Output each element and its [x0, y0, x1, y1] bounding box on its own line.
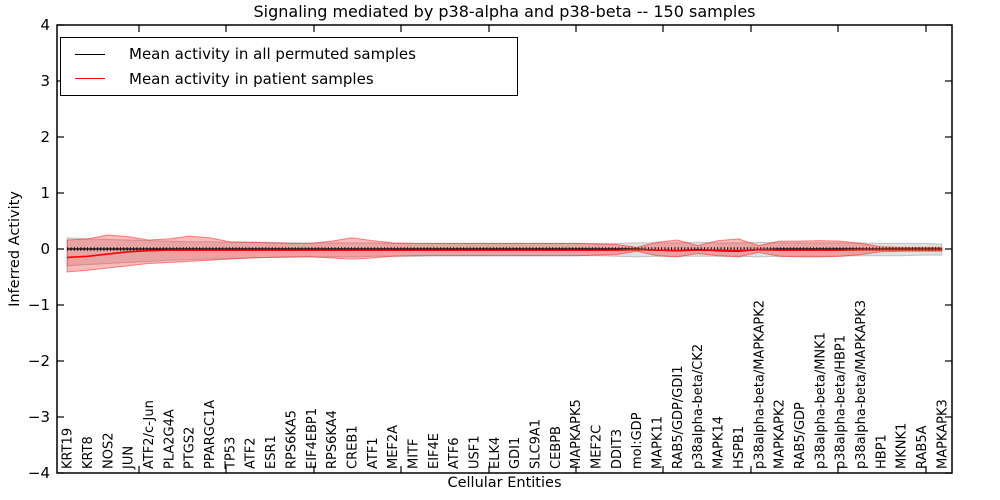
svg-text:ATF2: ATF2 — [244, 437, 259, 469]
svg-text:p38alpha-beta/CK2: p38alpha-beta/CK2 — [691, 344, 706, 469]
svg-text:JUN: JUN — [122, 446, 137, 470]
svg-text:RAB5/GDP/GDI1: RAB5/GDP/GDI1 — [671, 366, 686, 469]
svg-text:MAPKAPK3: MAPKAPK3 — [935, 399, 950, 469]
patient-line-sample — [75, 78, 105, 80]
svg-text:KRT8: KRT8 — [81, 436, 96, 469]
svg-text:−4: −4 — [28, 464, 50, 482]
svg-text:NOS2: NOS2 — [101, 433, 116, 469]
svg-text:3: 3 — [40, 72, 50, 90]
svg-text:p38alpha-beta/MNK1: p38alpha-beta/MNK1 — [813, 332, 828, 469]
svg-text:MEF2A: MEF2A — [386, 425, 401, 469]
svg-text:CEBPB: CEBPB — [549, 426, 564, 469]
svg-text:EIF4E: EIF4E — [427, 433, 442, 469]
svg-text:CREB1: CREB1 — [345, 425, 360, 469]
svg-text:EIF4EBP1: EIF4EBP1 — [305, 408, 320, 469]
chart-title: Signaling mediated by p38-alpha and p38-… — [253, 2, 756, 21]
svg-text:2: 2 — [40, 128, 50, 146]
svg-text:ESR1: ESR1 — [264, 435, 279, 469]
svg-text:TP53: TP53 — [223, 437, 238, 470]
svg-text:mol:GDP: mol:GDP — [630, 412, 645, 469]
svg-text:GDI1: GDI1 — [508, 437, 523, 469]
svg-text:p38alpha-beta/HBP1: p38alpha-beta/HBP1 — [834, 335, 849, 469]
legend-item-permuted: Mean activity in all permuted samples — [61, 42, 517, 67]
svg-text:ATF6: ATF6 — [447, 437, 462, 469]
svg-text:1: 1 — [40, 184, 50, 202]
svg-text:HBP1: HBP1 — [874, 434, 889, 469]
svg-text:MAPK11: MAPK11 — [651, 416, 666, 469]
svg-text:HSPB1: HSPB1 — [732, 426, 747, 469]
svg-text:MKNK1: MKNK1 — [895, 423, 910, 469]
svg-text:RAB5A: RAB5A — [915, 425, 930, 469]
x-axis-label: Cellular Entities — [447, 475, 562, 491]
svg-text:p38alpha-beta/MAPKAPK2: p38alpha-beta/MAPKAPK2 — [752, 300, 767, 469]
svg-text:ELK4: ELK4 — [488, 437, 503, 469]
svg-text:KRT19: KRT19 — [61, 428, 76, 469]
svg-text:MAPK14: MAPK14 — [712, 416, 727, 469]
svg-text:SLC9A1: SLC9A1 — [529, 419, 544, 469]
svg-text:MEF2C: MEF2C — [590, 425, 605, 469]
svg-text:MAPKAPK5: MAPKAPK5 — [569, 399, 584, 469]
svg-text:RAB5/GDP: RAB5/GDP — [793, 402, 808, 469]
svg-text:ATF2/c-Jun: ATF2/c-Jun — [142, 400, 157, 469]
svg-text:PPARGC1A: PPARGC1A — [203, 400, 218, 469]
svg-text:DDIT3: DDIT3 — [610, 429, 625, 469]
svg-text:RPS6KA4: RPS6KA4 — [325, 410, 340, 469]
svg-text:PLA2G4A: PLA2G4A — [162, 409, 177, 469]
svg-text:0: 0 — [40, 240, 50, 258]
legend-item-patient: Mean activity in patient samples — [61, 67, 517, 92]
svg-text:ATF1: ATF1 — [366, 437, 381, 469]
svg-text:4: 4 — [40, 16, 50, 34]
svg-text:PTGS2: PTGS2 — [183, 427, 198, 469]
svg-text:MITF: MITF — [406, 439, 421, 469]
legend: Mean activity in all permuted samples Me… — [60, 37, 518, 96]
svg-text:−1: −1 — [28, 296, 50, 314]
svg-text:−2: −2 — [28, 352, 50, 370]
svg-text:−3: −3 — [28, 408, 50, 426]
svg-text:p38alpha-beta/MAPKAPK3: p38alpha-beta/MAPKAPK3 — [854, 300, 869, 469]
permuted-line-sample — [75, 53, 105, 55]
y-axis-label: Inferred Activity — [7, 191, 23, 307]
svg-text:MAPKAPK2: MAPKAPK2 — [773, 399, 788, 469]
svg-text:USF1: USF1 — [467, 435, 482, 469]
svg-text:RPS6KA5: RPS6KA5 — [284, 410, 299, 469]
legend-label: Mean activity in patient samples — [129, 69, 374, 88]
legend-label: Mean activity in all permuted samples — [129, 45, 416, 64]
